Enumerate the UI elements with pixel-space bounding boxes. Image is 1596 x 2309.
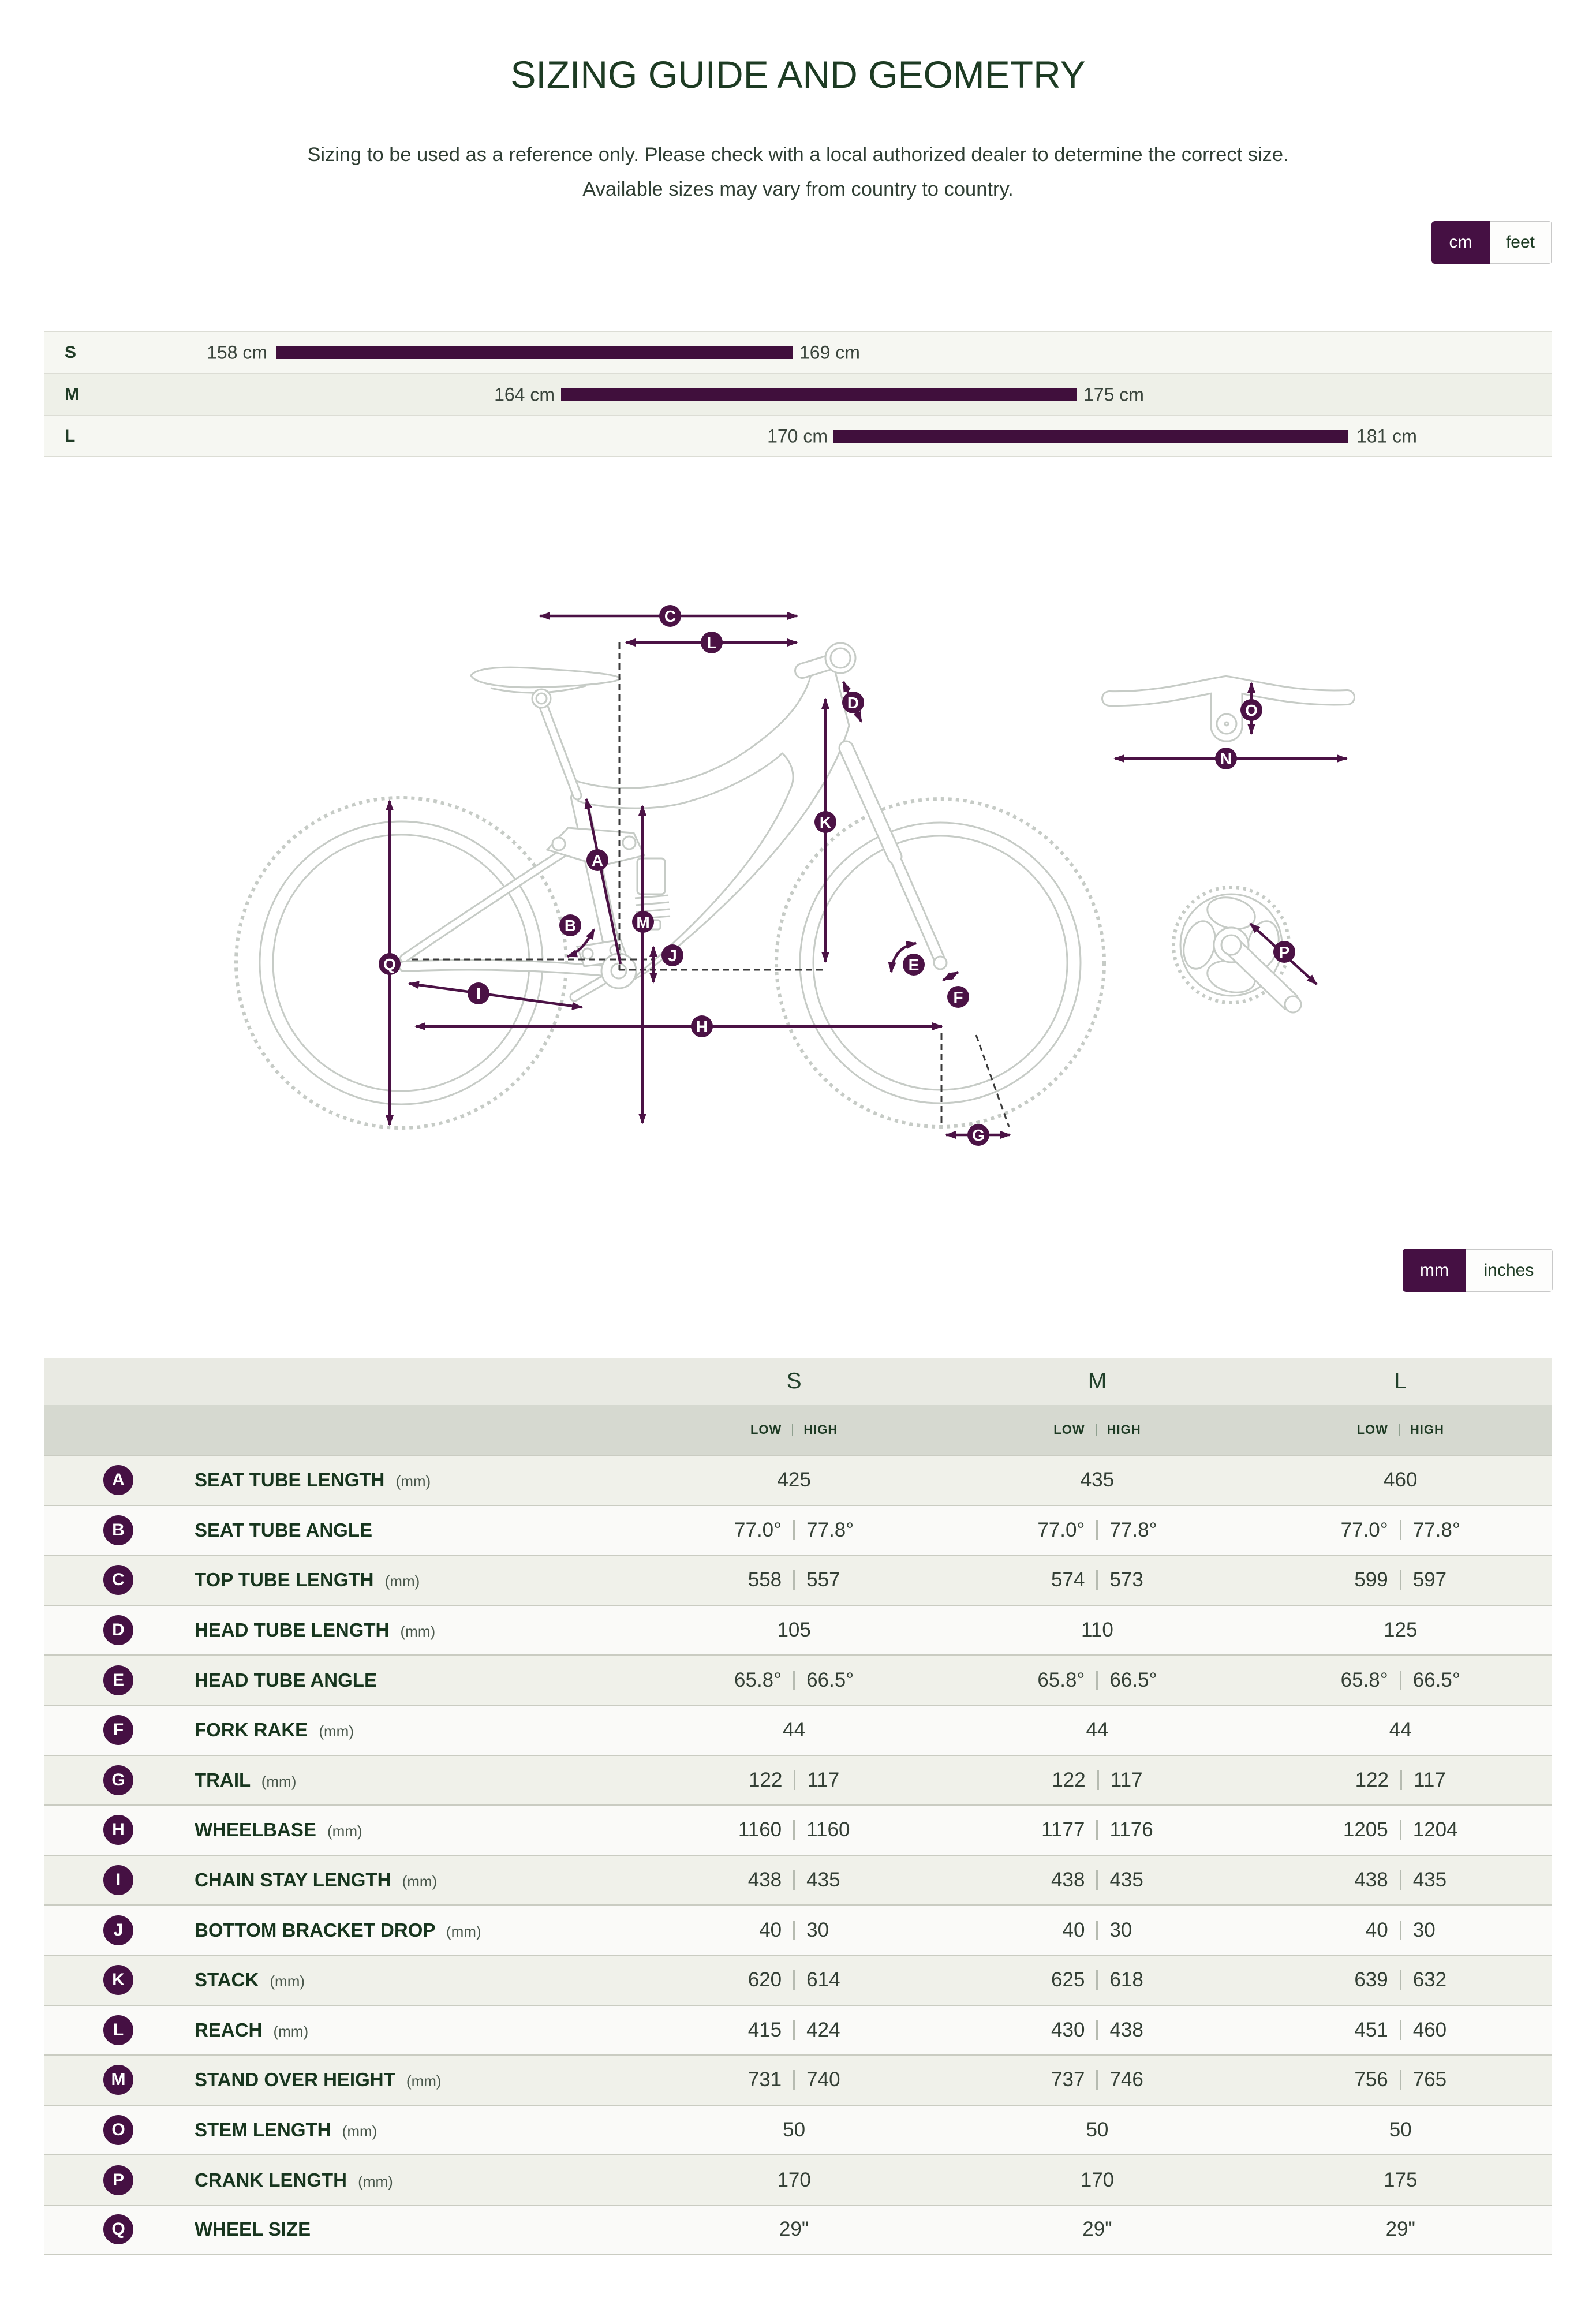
- svg-text:M: M: [636, 913, 649, 931]
- svg-text:E: E: [909, 956, 920, 974]
- svg-text:A: A: [592, 851, 603, 869]
- svg-text:D: D: [847, 694, 859, 712]
- svg-text:H: H: [696, 1018, 708, 1036]
- svg-text:F: F: [953, 988, 963, 1006]
- svg-text:G: G: [972, 1126, 985, 1144]
- svg-text:J: J: [668, 947, 677, 965]
- svg-text:Q: Q: [383, 955, 396, 973]
- svg-text:N: N: [1220, 750, 1232, 768]
- svg-text:B: B: [565, 917, 576, 935]
- svg-text:K: K: [820, 813, 831, 831]
- svg-text:P: P: [1279, 943, 1290, 961]
- svg-text:L: L: [707, 634, 716, 652]
- svg-text:C: C: [664, 607, 676, 625]
- svg-text:I: I: [476, 985, 481, 1003]
- svg-text:O: O: [1245, 701, 1258, 719]
